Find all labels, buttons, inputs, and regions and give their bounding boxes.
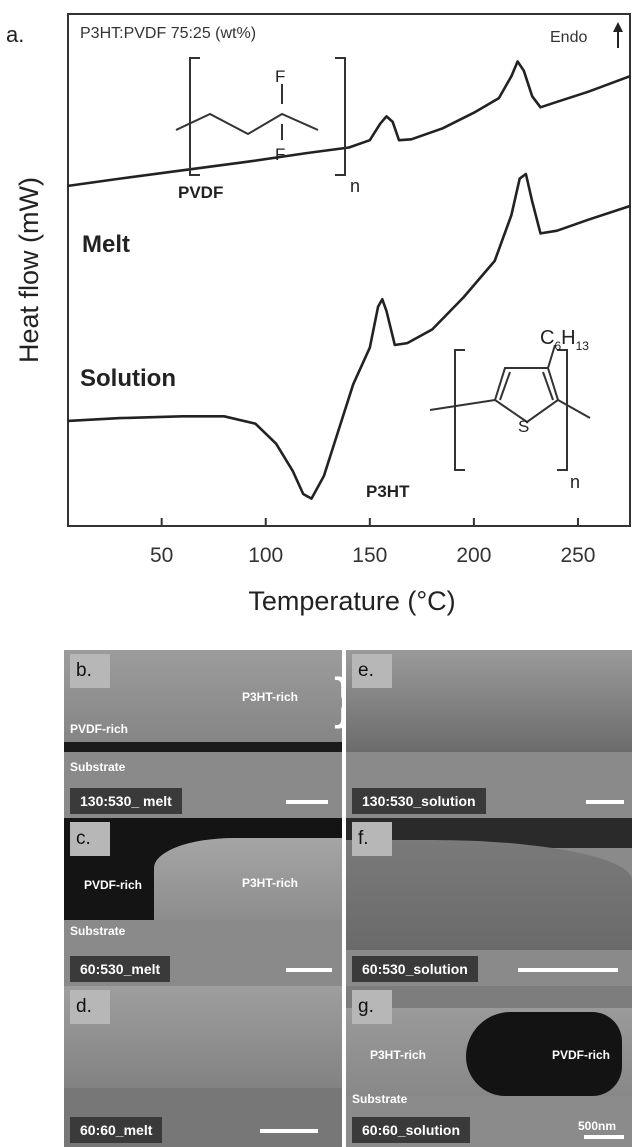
- endo-arrow-icon: [613, 22, 623, 48]
- panel-letter: d.: [70, 990, 110, 1024]
- x-tick-label: 250: [560, 544, 595, 567]
- panel-caption: 60:60_melt: [70, 1117, 163, 1143]
- x-tick-label: 200: [456, 544, 491, 567]
- y-axis-label: Heat flow (mW): [14, 177, 44, 363]
- scale-bar: [260, 1129, 318, 1133]
- pvdf-n: n: [350, 176, 360, 196]
- series-lines: [67, 60, 631, 500]
- p3ht-rich-label: P3HT-rich: [370, 1048, 427, 1062]
- panel-caption: 60:530_melt: [70, 956, 171, 982]
- panel-letter: g.: [352, 990, 392, 1024]
- panel-caption: 60:530_solution: [352, 956, 478, 982]
- melt-label: Melt: [82, 231, 130, 258]
- p3ht-c: C6H13: [540, 327, 589, 353]
- x-ticks: 50 100 150 200 250: [150, 518, 595, 567]
- composition-label: P3HT:PVDF 75:25 (wt%): [80, 25, 256, 42]
- pvdf-rich-label: PVDF-rich: [70, 722, 129, 736]
- solution-label: Solution: [80, 365, 176, 392]
- p3ht-structure-icon: [429, 344, 591, 471]
- plot-frame: [67, 13, 631, 527]
- sem-panel-c: c. PVDF-rich P3HT-rich Substrate 60:530_…: [64, 818, 342, 986]
- pvdf-rich-label: PVDF-rich: [84, 878, 143, 892]
- panel-letter: c.: [70, 822, 110, 856]
- scale-bar: [518, 968, 618, 972]
- p3ht-label: P3HT: [366, 482, 410, 501]
- substrate-label: Substrate: [70, 924, 126, 938]
- endo-label: Endo: [550, 29, 587, 46]
- pvdf-rich-label: PVDF-rich: [552, 1048, 611, 1062]
- scale-bar: [286, 800, 328, 804]
- p3ht-rich-label: P3HT-rich: [242, 876, 299, 890]
- scale-label: 500nm: [578, 1119, 617, 1133]
- substrate-label: Substrate: [352, 1092, 408, 1106]
- panel-caption: 130:530_ melt: [70, 788, 182, 814]
- x-tick-label: 150: [352, 544, 387, 567]
- panel-caption: 130:530_solution: [352, 788, 486, 814]
- panel-caption: 60:60_solution: [352, 1117, 471, 1143]
- scale-bar: [584, 1135, 624, 1139]
- pvdf-f-top: F: [275, 67, 285, 86]
- series-line-melt: [67, 60, 631, 188]
- p3ht-n: n: [570, 472, 580, 492]
- sem-panel-e: e. 130:530_solution: [346, 650, 632, 818]
- x-tick-label: 50: [150, 544, 173, 567]
- p3ht-s: S: [518, 417, 529, 436]
- sem-panel-b: b. P3HT-rich PVDF-rich Substrate } 130:5…: [64, 650, 342, 818]
- panel-a-letter: a.: [6, 22, 25, 47]
- x-axis-label: Temperature (°C): [248, 586, 455, 616]
- sem-panel-d: d. 60:60_melt: [64, 986, 342, 1147]
- p3ht-rich-label: P3HT-rich: [242, 690, 299, 704]
- pvdf-f-bottom: F: [275, 145, 285, 164]
- series-line-solution: [67, 172, 631, 500]
- dsc-chart: 50 100 150 200 250 Heat flow (mW) Temperatur…: [14, 13, 631, 616]
- pvdf-structure-icon: [175, 57, 346, 176]
- scale-bar: [586, 800, 624, 804]
- panel-letter: b.: [70, 654, 110, 688]
- sem-panel-f: f. 60:530_solution: [346, 818, 632, 986]
- x-tick-label: 100: [248, 544, 283, 567]
- pvdf-label: PVDF: [178, 183, 223, 202]
- substrate-label: Substrate: [70, 760, 126, 774]
- panel-letter: f.: [352, 822, 392, 856]
- scale-bar: [286, 968, 332, 972]
- panel-letter: e.: [352, 654, 392, 688]
- sem-panel-g: g. P3HT-rich PVDF-rich Substrate 60:60_s…: [346, 986, 632, 1147]
- brace-icon: }: [334, 670, 342, 726]
